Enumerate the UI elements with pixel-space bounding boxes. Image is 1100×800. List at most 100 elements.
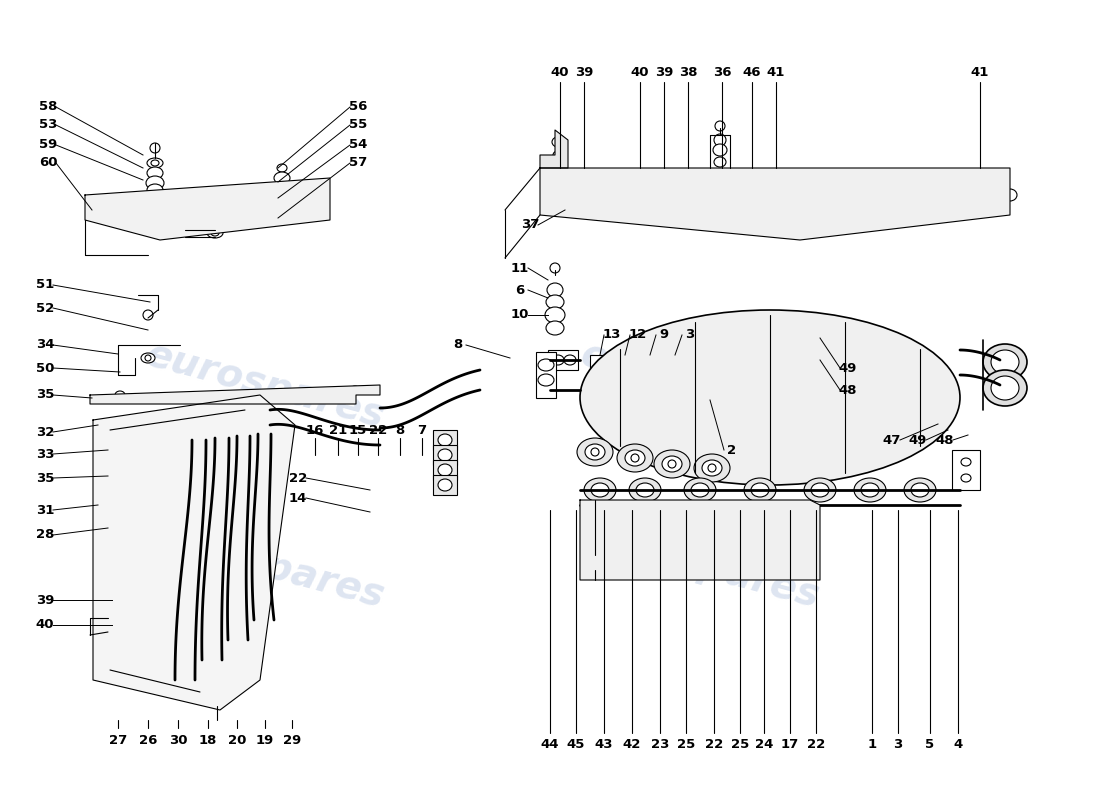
Text: 3: 3 bbox=[893, 738, 903, 751]
Ellipse shape bbox=[147, 158, 163, 168]
Text: 51: 51 bbox=[36, 278, 54, 291]
Ellipse shape bbox=[983, 344, 1027, 380]
Ellipse shape bbox=[636, 483, 654, 497]
Ellipse shape bbox=[129, 595, 141, 605]
Ellipse shape bbox=[702, 460, 722, 476]
Ellipse shape bbox=[553, 151, 563, 159]
Text: 22: 22 bbox=[368, 423, 387, 437]
Ellipse shape bbox=[147, 184, 163, 196]
Ellipse shape bbox=[904, 478, 936, 502]
Text: 8: 8 bbox=[453, 338, 463, 351]
Text: 35: 35 bbox=[36, 471, 54, 485]
Text: 52: 52 bbox=[36, 302, 54, 314]
Ellipse shape bbox=[143, 310, 153, 320]
Text: 34: 34 bbox=[35, 338, 54, 351]
Ellipse shape bbox=[546, 321, 564, 335]
Ellipse shape bbox=[600, 360, 610, 368]
Ellipse shape bbox=[212, 695, 222, 705]
Bar bbox=[536, 352, 556, 398]
Ellipse shape bbox=[580, 310, 960, 485]
Text: 23: 23 bbox=[651, 738, 669, 751]
Ellipse shape bbox=[204, 440, 218, 450]
Ellipse shape bbox=[112, 633, 124, 643]
Ellipse shape bbox=[684, 478, 716, 502]
Ellipse shape bbox=[593, 539, 607, 551]
Bar bbox=[433, 460, 456, 480]
Bar bbox=[223, 430, 243, 444]
Text: 30: 30 bbox=[168, 734, 187, 746]
Text: 45: 45 bbox=[566, 738, 585, 751]
Ellipse shape bbox=[578, 438, 613, 466]
Text: 39: 39 bbox=[36, 594, 54, 606]
Ellipse shape bbox=[861, 483, 879, 497]
Ellipse shape bbox=[139, 553, 151, 563]
Ellipse shape bbox=[564, 355, 576, 365]
Ellipse shape bbox=[129, 633, 141, 643]
Text: 47: 47 bbox=[883, 434, 901, 446]
Text: 16: 16 bbox=[306, 423, 324, 437]
Text: 41: 41 bbox=[971, 66, 989, 78]
Ellipse shape bbox=[438, 464, 452, 476]
Ellipse shape bbox=[631, 454, 639, 462]
Bar bbox=[433, 445, 456, 465]
Bar bbox=[178, 430, 198, 444]
Ellipse shape bbox=[248, 440, 262, 450]
Ellipse shape bbox=[591, 448, 600, 456]
Text: 49: 49 bbox=[839, 362, 857, 374]
Text: 2: 2 bbox=[727, 443, 737, 457]
Text: 27: 27 bbox=[109, 734, 128, 746]
Ellipse shape bbox=[974, 189, 987, 201]
Text: 3: 3 bbox=[685, 329, 694, 342]
Text: 10: 10 bbox=[510, 309, 529, 322]
Text: eurospares: eurospares bbox=[576, 335, 824, 435]
Ellipse shape bbox=[668, 460, 676, 468]
Text: 59: 59 bbox=[39, 138, 57, 151]
Ellipse shape bbox=[991, 350, 1019, 374]
Bar bbox=[433, 430, 456, 450]
Text: 55: 55 bbox=[349, 118, 367, 131]
Ellipse shape bbox=[226, 440, 240, 450]
Ellipse shape bbox=[182, 440, 195, 450]
Ellipse shape bbox=[961, 458, 971, 466]
Text: 25: 25 bbox=[676, 738, 695, 751]
Ellipse shape bbox=[552, 137, 564, 147]
Ellipse shape bbox=[438, 479, 452, 491]
Text: 13: 13 bbox=[603, 329, 622, 342]
Text: 38: 38 bbox=[679, 66, 697, 78]
Bar bbox=[126, 582, 156, 600]
Ellipse shape bbox=[277, 164, 287, 172]
Text: 22: 22 bbox=[807, 738, 825, 751]
Ellipse shape bbox=[715, 121, 725, 131]
Ellipse shape bbox=[273, 192, 292, 206]
Bar bbox=[548, 350, 578, 370]
Ellipse shape bbox=[538, 359, 554, 371]
Text: 58: 58 bbox=[39, 101, 57, 114]
Ellipse shape bbox=[751, 483, 769, 497]
Ellipse shape bbox=[991, 376, 1019, 400]
Ellipse shape bbox=[590, 560, 600, 570]
Text: 28: 28 bbox=[36, 529, 54, 542]
Ellipse shape bbox=[274, 172, 290, 184]
Text: 20: 20 bbox=[228, 734, 246, 746]
Text: 25: 25 bbox=[730, 738, 749, 751]
Ellipse shape bbox=[714, 134, 726, 146]
Text: 48: 48 bbox=[936, 434, 955, 446]
Text: eurospares: eurospares bbox=[142, 335, 388, 435]
Ellipse shape bbox=[625, 450, 645, 466]
Text: 44: 44 bbox=[541, 738, 559, 751]
Ellipse shape bbox=[147, 167, 163, 179]
Text: 40: 40 bbox=[551, 66, 570, 78]
Text: 53: 53 bbox=[39, 118, 57, 131]
Text: 60: 60 bbox=[39, 157, 57, 170]
Ellipse shape bbox=[854, 478, 886, 502]
Text: 9: 9 bbox=[659, 329, 669, 342]
Ellipse shape bbox=[714, 157, 726, 167]
Text: 12: 12 bbox=[629, 329, 647, 342]
Text: 36: 36 bbox=[713, 66, 732, 78]
Text: 18: 18 bbox=[199, 734, 217, 746]
Ellipse shape bbox=[976, 191, 984, 199]
Ellipse shape bbox=[591, 483, 609, 497]
Bar bbox=[952, 450, 980, 490]
Ellipse shape bbox=[211, 682, 223, 694]
Polygon shape bbox=[90, 385, 379, 404]
